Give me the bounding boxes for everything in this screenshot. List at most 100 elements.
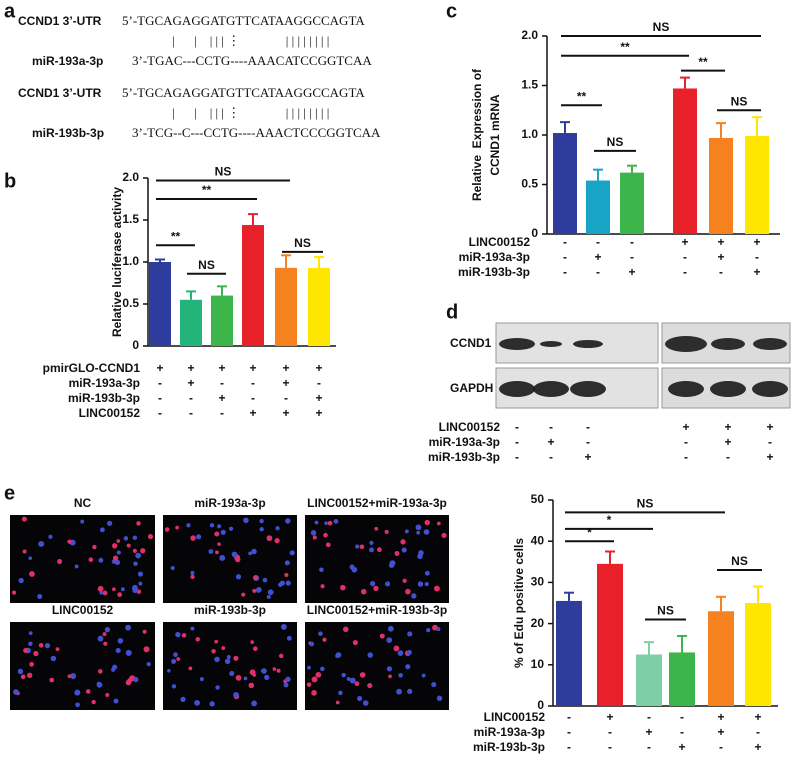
cell-dot [116,550,121,555]
condition-sign: + [678,740,685,754]
condition-sign: - [563,265,567,279]
cell-dot [266,594,271,599]
cell-dot [97,585,104,592]
image-label: LINC00152+miR-193b-3p [307,603,447,617]
condition-sign: + [717,725,724,739]
condition-sign: + [187,376,194,390]
cell-dot [125,649,132,656]
cell-dot [318,631,323,637]
condition-sign: - [515,420,519,434]
cell-dot [146,662,151,667]
blot-band [573,340,603,348]
cell-dot [135,552,142,559]
y-axis-label: Relative Expression of [470,68,484,201]
cell-dot [21,516,27,522]
cell-dot [376,547,382,553]
cell-dot [367,682,373,689]
blot-band [540,341,562,347]
bar [709,137,733,234]
y-tick-label: 0 [537,698,544,712]
condition-sign: - [647,740,651,754]
cell-dot [70,672,77,679]
condition-label: miR-193b-3p [428,450,500,464]
cell-dot [320,584,325,589]
condition-sign: + [606,710,613,724]
condition-sign: - [158,391,162,405]
cell-dot [397,650,404,656]
image-label: miR-193a-3p [194,496,265,510]
blot-band [668,381,704,397]
cell-dot [113,698,119,704]
cell-dot [357,696,363,702]
cell-dot [133,676,139,683]
cell-dot [379,633,385,639]
condition-sign: - [158,406,162,420]
cell-dot [306,682,312,687]
cell-dot [424,582,429,587]
cell-dot [214,656,220,663]
cell-dot [398,672,403,678]
cell-dot [20,674,26,680]
bar [308,267,330,346]
condition-sign: + [218,391,225,405]
cell-dot [278,582,283,587]
cell-dot [181,633,187,638]
cell-dot [369,547,374,553]
condition-sign: + [315,361,322,375]
cell-dot [373,585,379,591]
significance-label: NS [198,258,215,272]
bar [553,133,577,234]
cell-dot [333,519,339,524]
blot-band [570,381,606,397]
panel-letter: d [446,301,458,323]
condition-sign: + [724,435,731,449]
bar [708,611,734,706]
y-tick-label: 1.0 [521,127,538,141]
cell-dot [186,523,191,528]
condition-sign: - [567,740,571,754]
cell-dot [284,572,289,577]
cell-dot [283,682,289,688]
condition-label: miR-193a-3p [429,435,500,449]
cell-dot [338,690,343,696]
cell-dot [436,695,443,701]
cell-dot [147,534,154,540]
condition-sign: - [189,391,193,405]
cell-dot [29,571,35,577]
cell-dot [417,553,423,560]
y-tick-label: 0.5 [122,296,139,310]
cell-dot [431,681,437,688]
cell-dot [190,535,196,541]
condition-label: miR-193b-3p [458,265,530,279]
condition-sign: + [753,235,760,249]
cell-dot [140,548,146,554]
cell-dot [107,520,113,526]
cell-dot [243,517,249,524]
cell-dot [11,590,17,595]
cell-dot [117,592,123,598]
cell-dot [171,684,177,689]
condition-label: LINC00152 [439,420,501,434]
cell-dot [215,550,219,555]
cell-dot [98,557,104,563]
condition-sign: - [630,235,634,249]
significance-label: * [607,513,612,527]
condition-sign: - [549,420,553,434]
condition-label: miR-193a-3p [459,250,530,264]
cell-dot [132,535,138,541]
cell-dot [208,549,214,554]
condition-sign: + [717,710,724,724]
cell-dot [355,544,360,549]
cell-dot [417,581,424,587]
cell-dot [229,526,234,531]
panel-letter: b [4,170,16,192]
cell-dot [226,654,231,659]
condition-sign: - [680,725,684,739]
cell-dot [44,642,51,649]
condition-sign: - [647,710,651,724]
bar [620,172,644,234]
cell-dot [241,592,246,597]
cell-dot [272,667,277,671]
significance-label: * [587,525,592,539]
